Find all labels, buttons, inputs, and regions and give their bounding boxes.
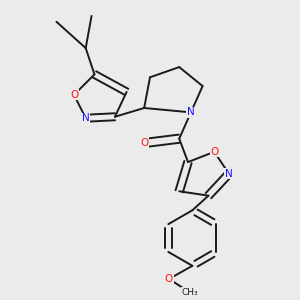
Text: N: N <box>225 169 233 179</box>
Text: N: N <box>187 107 195 117</box>
Text: O: O <box>210 147 218 157</box>
Text: CH₃: CH₃ <box>181 288 198 297</box>
Text: O: O <box>140 138 148 148</box>
Text: O: O <box>165 274 173 284</box>
Text: O: O <box>70 90 78 100</box>
Text: N: N <box>82 113 90 123</box>
